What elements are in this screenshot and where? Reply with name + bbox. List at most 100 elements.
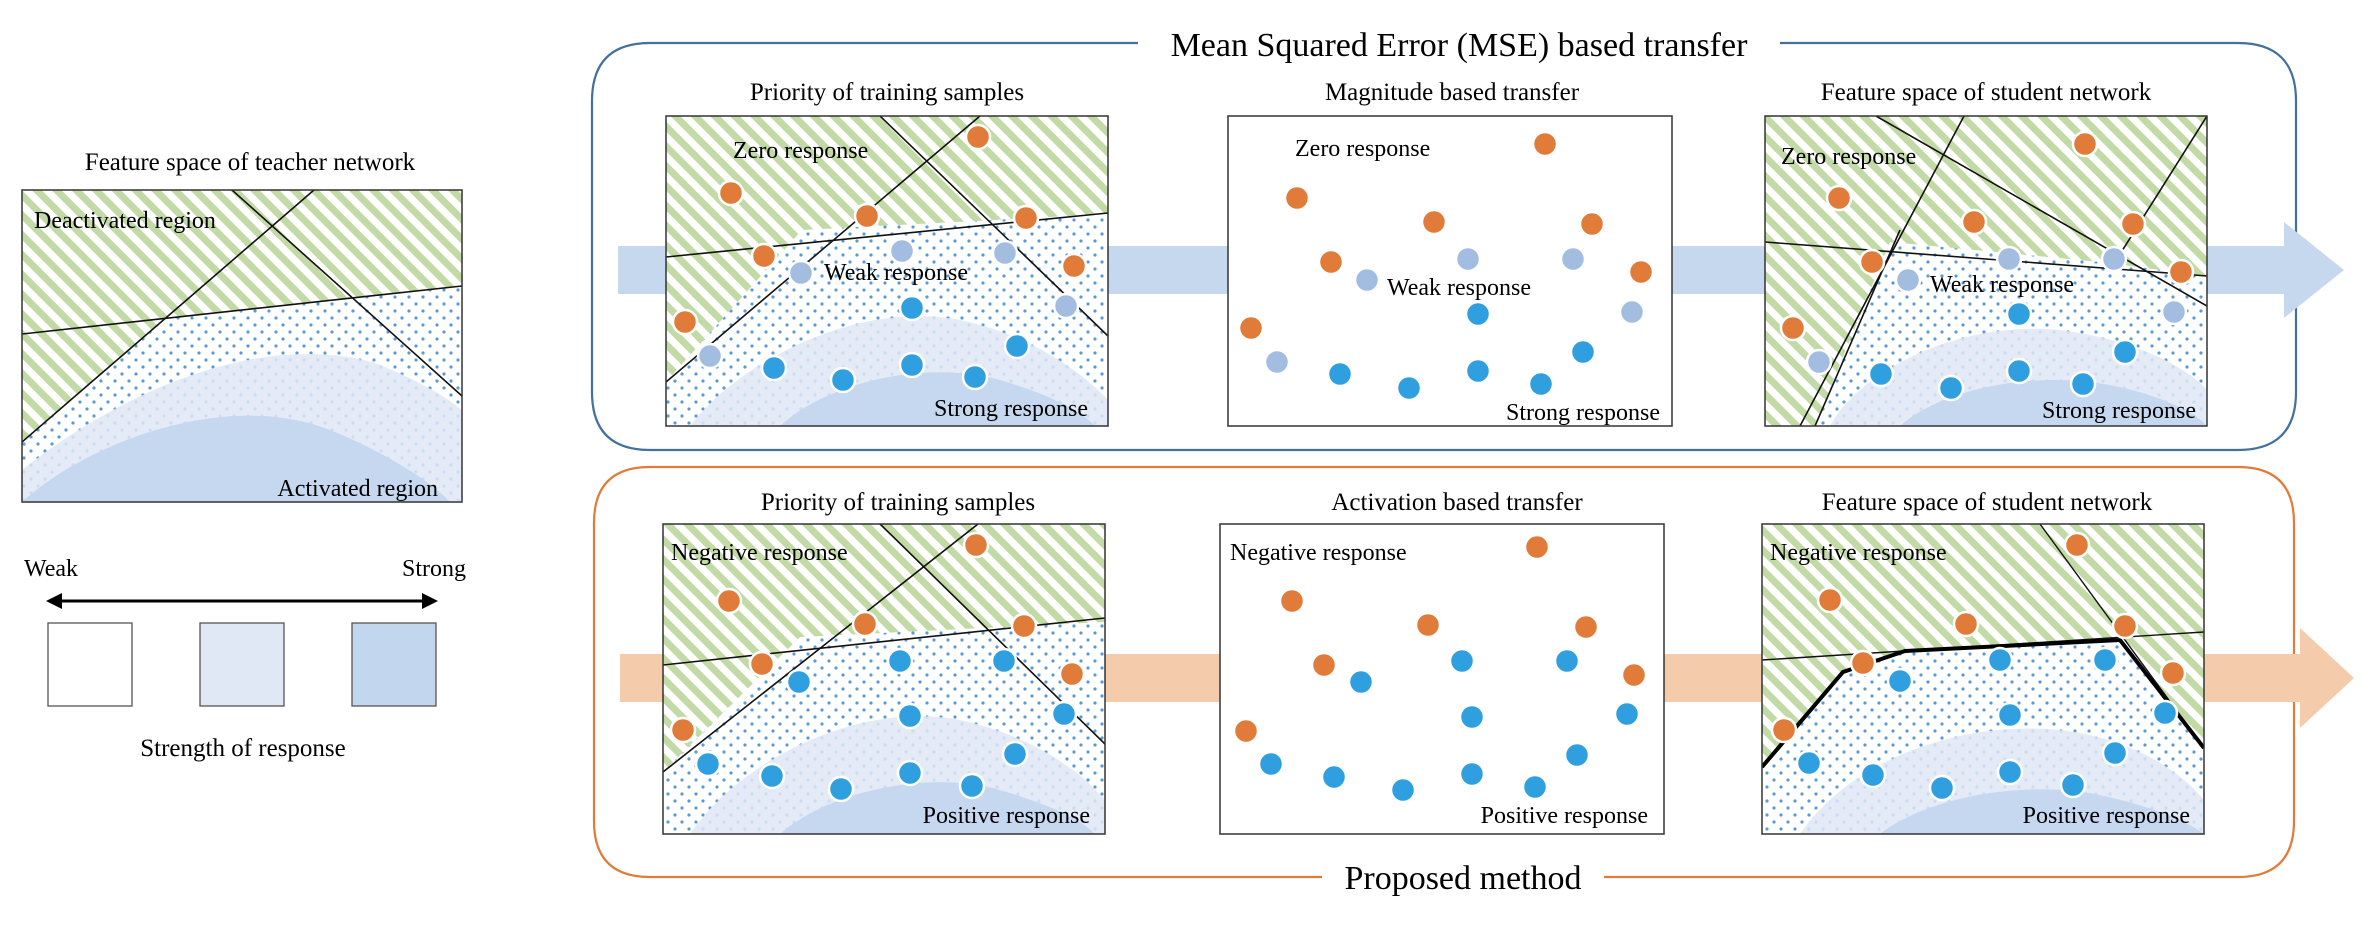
sample-point-blue: [1928, 774, 1956, 802]
sample-point-orange: [748, 650, 776, 678]
sample-point-orange: [1627, 258, 1655, 286]
sample-point-orange: [2119, 210, 2147, 238]
sample-point-orange: [1058, 660, 1086, 688]
proposed-student-space: [1762, 524, 2204, 834]
proposed-student-negative-label: Negative response: [1770, 540, 1947, 566]
sample-point-blue: [961, 363, 989, 391]
sample-point-blue: [2059, 771, 2087, 799]
sample-point-blue: [1001, 740, 1029, 768]
activated-region-label: Activated region: [277, 476, 438, 502]
proposed-activation-positive-label: Positive response: [1481, 803, 1648, 829]
sample-point-blue: [1347, 668, 1375, 696]
sample-point-orange: [1849, 649, 1877, 677]
sample-point-blue: [958, 772, 986, 800]
sample-point-blue: [2111, 338, 2139, 366]
sample-point-blue: [1613, 700, 1641, 728]
sample-point-blue: [1464, 300, 1492, 328]
proposed-priority-points: [669, 531, 1086, 803]
legend-strong-label: Strong: [402, 556, 466, 582]
legend-double-arrow: [46, 593, 438, 609]
sample-point-blue: [1553, 647, 1581, 675]
proposed-priority-frame: [662, 523, 1106, 835]
sample-point-blue: [1986, 646, 2014, 674]
deactivated-region-label: Deactivated region: [34, 208, 216, 234]
sample-point-blue: [1257, 750, 1285, 778]
sample-point-blue: [898, 351, 926, 379]
mse-magnitude-weak-label: Weak response: [1387, 275, 1531, 301]
sample-point-blue: [1389, 776, 1417, 804]
sample-point-orange: [2167, 258, 2195, 286]
sample-point-light-blue: [991, 239, 1019, 267]
sample-point-blue: [694, 750, 722, 778]
mse-priority-frame: [665, 115, 1109, 427]
teacher-feature-space: [22, 190, 462, 502]
proposed-panel-border: [592, 465, 2296, 879]
sample-point-blue: [2091, 646, 2119, 674]
proposed-priority-positive-label: Positive response: [923, 803, 1090, 829]
sample-point-light-blue: [1995, 245, 2023, 273]
sample-point-light-blue: [2100, 245, 2128, 273]
sample-point-blue: [1996, 701, 2024, 729]
mse-priority-space: [666, 116, 1108, 426]
sample-point-orange: [1816, 586, 1844, 614]
sample-point-blue: [827, 775, 855, 803]
sample-point-blue: [785, 668, 813, 696]
sample-point-blue: [1937, 374, 1965, 402]
mse-student-strong-label: Strong response: [2042, 398, 2196, 424]
sample-point-blue: [1521, 773, 1549, 801]
mse-student-zero-label: Zero response: [1781, 144, 1916, 170]
mse-priority-strong-label: Strong response: [934, 396, 1088, 422]
legend-weak-label: Weak: [24, 556, 78, 582]
legend-swatch-weak: [199, 622, 285, 707]
proposed-student-positive-label: Positive response: [2023, 803, 2190, 829]
sample-point-blue: [1795, 749, 1823, 777]
sample-point-light-blue: [888, 237, 916, 265]
proposed-priority-title: Priority of training samples: [761, 489, 1035, 516]
sample-point-orange: [2111, 612, 2139, 640]
sample-point-orange: [1317, 248, 1345, 276]
sample-point-blue: [1859, 761, 1887, 789]
mse-magnitude-title: Magnitude based transfer: [1325, 79, 1580, 106]
sample-point-light-blue: [1894, 266, 1922, 294]
mse-magnitude-frame: [1227, 115, 1673, 427]
sample-point-light-blue: [787, 259, 815, 287]
sample-point-orange: [1283, 184, 1311, 212]
mse-priority-title: Priority of training samples: [750, 79, 1024, 106]
sample-point-orange: [1010, 612, 1038, 640]
sample-point-blue: [2005, 300, 2033, 328]
mse-priority-weak-label: Weak response: [824, 260, 968, 286]
sample-point-blue: [1326, 360, 1354, 388]
sample-point-blue: [1996, 758, 2024, 786]
sample-point-blue: [1464, 357, 1492, 385]
sample-point-blue: [760, 354, 788, 382]
sample-point-orange: [1578, 210, 1606, 238]
sample-point-orange: [1012, 204, 1040, 232]
sample-point-blue: [2101, 739, 2129, 767]
sample-point-orange: [1779, 314, 1807, 342]
sample-point-orange: [1237, 314, 1265, 342]
sample-point-orange: [2063, 531, 2091, 559]
proposed-panel-title: Proposed method: [1344, 860, 1581, 897]
sample-point-orange: [669, 716, 697, 744]
sample-point-blue: [896, 759, 924, 787]
proposed-priority-space: [663, 524, 1105, 834]
proposed-priority-negative-label: Negative response: [671, 540, 848, 566]
mse-magnitude-zero-label: Zero response: [1295, 136, 1430, 162]
sample-point-blue: [1867, 360, 1895, 388]
sample-point-orange: [1060, 252, 1088, 280]
mse-student-points: [1779, 130, 2195, 402]
proposed-activation-title: Activation based transfer: [1331, 489, 1583, 516]
sample-point-blue: [758, 762, 786, 790]
sample-point-orange: [853, 202, 881, 230]
legend-swatch-none: [47, 622, 133, 707]
sample-point-orange: [2159, 659, 2187, 687]
sample-point-blue: [2005, 357, 2033, 385]
sample-point-blue: [1003, 332, 1031, 360]
sample-point-blue: [1458, 760, 1486, 788]
sample-point-blue: [1320, 763, 1348, 791]
sample-point-blue: [886, 647, 914, 675]
proposed-student-points: [1770, 531, 2187, 802]
sample-point-light-blue: [696, 342, 724, 370]
sample-point-blue: [2151, 699, 2179, 727]
